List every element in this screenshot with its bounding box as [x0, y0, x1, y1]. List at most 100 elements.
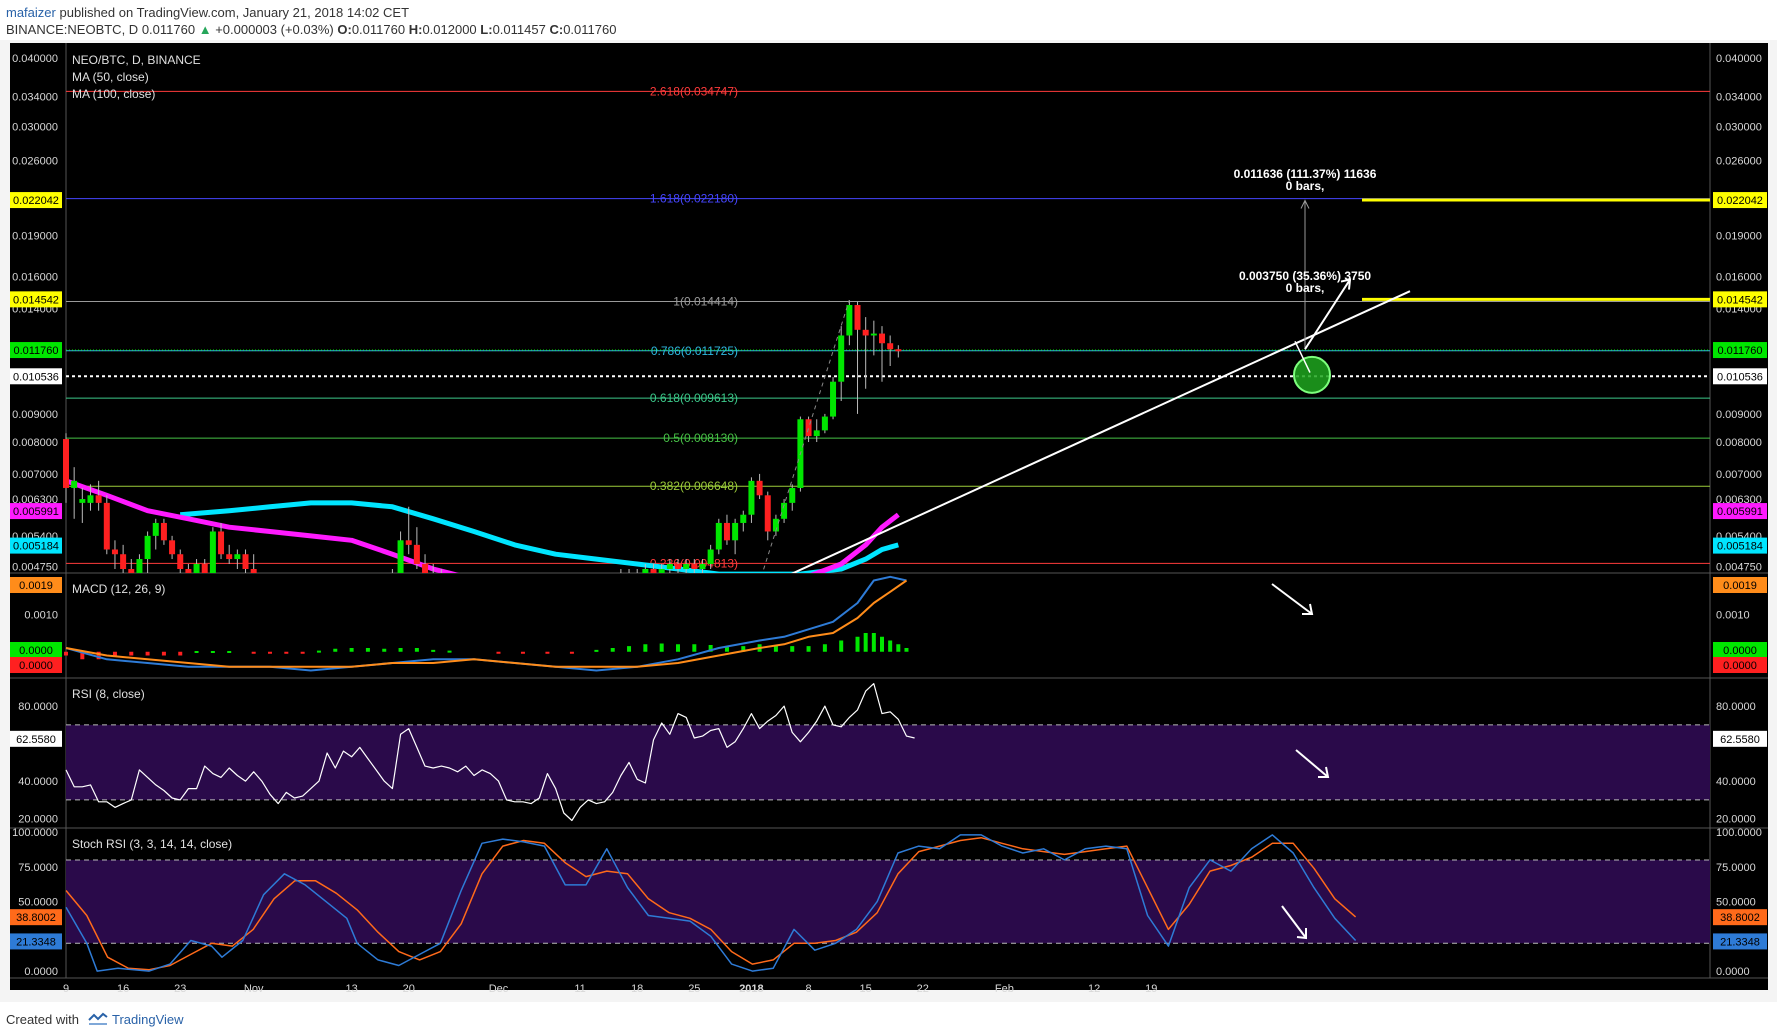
- macd-badge-right: 0.0019: [1723, 580, 1757, 592]
- candle-up: [136, 559, 143, 573]
- tradingview-brand-link[interactable]: TradingView: [112, 1012, 184, 1027]
- macd-histogram-bar: [545, 651, 550, 654]
- stoch-axis-tick-right: 75.0000: [1716, 862, 1756, 874]
- macd-signal-line: [65, 579, 908, 668]
- price-axis-tick-left: 0.016000: [12, 272, 58, 284]
- rsi-arrow-head-icon: [1318, 766, 1330, 778]
- candle-up: [813, 430, 820, 437]
- candle-up: [397, 540, 404, 573]
- macd-histogram-bar: [863, 633, 868, 652]
- rsi-axis-tick-right: 80.0000: [1716, 701, 1756, 713]
- price-axis-tick-left: 0.009000: [12, 409, 58, 421]
- ohlc-open-label: O:: [337, 22, 352, 37]
- stoch-axis-tick-right: 0.0000: [1716, 966, 1750, 978]
- candle-up: [234, 554, 241, 560]
- rsi-pane-title: RSI (8, close): [72, 687, 145, 701]
- stoch-badge-left-bg: [10, 933, 62, 950]
- ohlc-high: 0.012000: [422, 22, 477, 37]
- ohlc-close-label: C:: [549, 22, 564, 37]
- time-axis-tick: 25: [688, 983, 700, 995]
- macd-histogram-bar: [96, 651, 101, 660]
- candle-down: [201, 563, 208, 573]
- time-axis-tick: 13: [345, 983, 357, 995]
- candle-up: [71, 480, 78, 488]
- candle-up: [870, 333, 877, 336]
- macd-histogram-bar: [888, 640, 893, 652]
- candle-up: [830, 381, 837, 417]
- price-axis-tick-right: 0.040000: [1716, 53, 1762, 65]
- price-badge-left-bg: [10, 291, 62, 308]
- price-badge-right: 0.014542: [1717, 294, 1763, 306]
- macd-histogram-bar: [806, 646, 811, 652]
- rsi-arrow: [1295, 749, 1329, 778]
- price-badge-left-bg: [10, 537, 62, 554]
- measure-arrow-head-icon: [1300, 199, 1310, 209]
- macd-histogram-bar: [210, 651, 215, 653]
- price-axis-tick-left: 0.006300: [12, 494, 58, 506]
- macd-histogram-bar: [773, 645, 778, 652]
- price-axis-tick-right: 0.008000: [1716, 437, 1762, 449]
- price-badge-left: 0.010536: [13, 371, 59, 383]
- time-axis-tick: 9: [63, 983, 69, 995]
- candle-up: [209, 531, 216, 573]
- rsi-axis-tick-right: 20.0000: [1716, 814, 1756, 826]
- macd-histogram-bar: [414, 648, 419, 652]
- candle-up: [87, 495, 94, 503]
- price-pane-title: NEO/BTC, D, BINANCE: [72, 53, 201, 67]
- macd-histogram-bar: [676, 644, 680, 652]
- price-axis-tick-right: 0.004750: [1716, 561, 1762, 573]
- stoch-k-line: [65, 834, 1357, 972]
- macd-badge-right-bg: [1713, 642, 1767, 658]
- symbol-name: BINANCE:NEOBTC, D: [6, 22, 139, 37]
- macd-badge-left-bg: [10, 577, 62, 593]
- macd-histogram-bar: [251, 651, 256, 654]
- stoch-badge-right: 38.8002: [1720, 912, 1760, 924]
- candle-down: [887, 343, 894, 350]
- stoch-badge-left: 38.8002: [16, 912, 56, 924]
- rsi-pane: [65, 683, 1710, 822]
- candle-up: [732, 522, 739, 541]
- stoch-axis-tick-left: 0.0000: [24, 966, 58, 978]
- price-badge-right: 0.005991: [1717, 506, 1763, 518]
- fib-level-label: 2.618(0.034747): [650, 84, 738, 98]
- rsi-axis-tick-left: 40.0000: [18, 776, 58, 788]
- macd-histogram-bar: [398, 648, 403, 652]
- macd-histogram-bar: [741, 646, 746, 652]
- projection-arrow: [1304, 279, 1351, 350]
- macd-badge-left-bg: [10, 657, 62, 673]
- candle-down: [805, 419, 812, 437]
- stoch-axis-tick-right: 100.0000: [1716, 827, 1762, 839]
- macd-histogram-bar: [431, 649, 436, 652]
- rsi-badge-left: 62.5580: [16, 734, 56, 746]
- stoch-badge-right-bg: [1713, 933, 1767, 950]
- macd-histogram-bar: [447, 650, 452, 653]
- macd-pane: [64, 575, 1314, 672]
- price-badge-right-bg: [1713, 192, 1767, 209]
- price-axis-tick-left: 0.034000: [12, 92, 58, 104]
- price-axis-tick-right: 0.006300: [1716, 494, 1762, 506]
- time-axis-tick: 20: [403, 983, 415, 995]
- measure-label-2: 0.003750 (35.36%) 3750: [1239, 269, 1371, 283]
- macd-badge-right: 0.0000: [1723, 645, 1757, 657]
- chart-canvas[interactable]: 2.618(0.034747) 1.618(0.022180) 1(0.014414…: [0, 0, 1777, 1002]
- time-axis-tick: 22: [917, 983, 929, 995]
- macd-histogram-bar: [382, 648, 387, 652]
- stoch-badge-right: 21.3348: [1720, 936, 1760, 948]
- candle-down: [185, 569, 192, 573]
- price-badge-left-bg: [10, 503, 62, 520]
- stoch-band: [66, 859, 1710, 944]
- price-axis-tick-left: 0.008000: [12, 437, 58, 449]
- candle-up: [821, 416, 828, 431]
- candle-down: [103, 502, 110, 550]
- author-link[interactable]: mafaizer: [6, 5, 56, 20]
- macd-histogram-bar: [349, 648, 354, 652]
- stoch-badge-left-bg: [10, 909, 62, 926]
- up-triangle-icon: ▲: [198, 22, 212, 37]
- macd-histogram-bar: [268, 651, 272, 654]
- candle-down: [218, 531, 225, 555]
- price-badge-right: 0.022042: [1717, 195, 1763, 207]
- price-axis-tick-right: 0.007000: [1716, 469, 1762, 481]
- ohlc-high-label: H:: [408, 22, 423, 37]
- price-badge-left-bg: [10, 342, 62, 359]
- macd-histogram-bar: [161, 651, 166, 656]
